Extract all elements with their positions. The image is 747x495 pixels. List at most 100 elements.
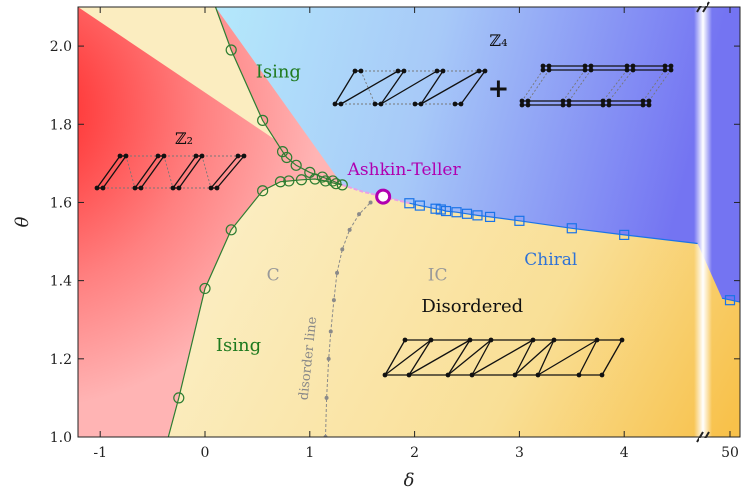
x-axis-label: δ	[404, 470, 415, 491]
chain-bond	[601, 339, 623, 376]
chain-bond	[537, 339, 598, 376]
chain-site	[606, 98, 612, 104]
chain-illustrations	[94, 63, 674, 378]
annotation-chiral-7: Chiral	[524, 250, 577, 270]
chain-site	[662, 63, 668, 69]
chain-site	[401, 68, 407, 74]
chain-bond	[134, 155, 159, 189]
ising-point-0	[173, 392, 185, 404]
disorder-line-point-7	[347, 227, 352, 232]
y-tick-label: 2.0	[50, 39, 72, 55]
chain-site	[94, 185, 100, 191]
ising-point-18	[225, 44, 237, 56]
x-tick-label: 3	[515, 445, 524, 461]
annotation-c-5: C	[267, 266, 280, 286]
disorder-line-point-5	[335, 270, 340, 275]
chain-site	[582, 67, 588, 73]
chiral-point-5	[451, 207, 462, 218]
chain-site	[546, 67, 552, 73]
chain-bond	[340, 70, 399, 105]
chiral-boundary-line	[409, 202, 698, 245]
chain-site	[132, 185, 138, 191]
chain-site	[566, 98, 572, 104]
chain-bond	[384, 339, 406, 376]
chain-site	[161, 153, 167, 159]
annotation-ashkin-teller-4: Ashkin-Teller	[347, 160, 462, 180]
chain-site	[606, 102, 612, 108]
chiral-point-3	[435, 204, 446, 215]
annotation---3: +	[488, 74, 510, 104]
chain-site	[662, 67, 668, 73]
chain-site	[566, 102, 572, 108]
chain-site	[540, 63, 546, 69]
chain-bond	[471, 339, 534, 376]
chain-bond	[447, 339, 471, 376]
disorder-line-point-1	[324, 395, 329, 400]
chain-site	[199, 153, 205, 159]
chain-bond	[210, 155, 239, 189]
chain-site	[452, 101, 458, 107]
y-tick-label: 1.8	[50, 117, 72, 133]
chiral-point-8	[484, 211, 496, 223]
x-tick-label: 4	[620, 445, 629, 461]
x-tick-label: 2	[410, 445, 419, 461]
ising-point-9	[330, 178, 342, 190]
chain-site	[193, 153, 199, 159]
chain-site	[406, 372, 412, 378]
chain-site	[469, 372, 475, 378]
chain-site	[600, 102, 606, 108]
disorder-line-point-9	[368, 200, 373, 205]
chain-bond	[96, 155, 121, 189]
chain-bond	[384, 339, 432, 376]
chain-site	[117, 153, 123, 159]
chain-site	[338, 101, 344, 107]
chain-bond	[460, 70, 486, 105]
chain-site	[588, 63, 594, 69]
ising-point-5	[283, 175, 295, 187]
x-tick-label: 1	[305, 445, 314, 461]
ising-point-17	[257, 114, 269, 126]
chain-site	[668, 63, 674, 69]
chiral-point-10	[566, 223, 577, 234]
y-tick-label: 1.4	[50, 274, 72, 290]
chiral-point-12	[724, 295, 736, 306]
plot-frame	[77, 6, 741, 438]
annotation-disordered-8: Disordered	[421, 296, 523, 317]
chain-site	[519, 98, 525, 104]
disorder-line-point-4	[331, 298, 336, 303]
chain-site	[600, 98, 606, 104]
chain-site	[382, 372, 388, 378]
chain-bond	[172, 155, 197, 189]
ising-point-10	[336, 179, 348, 191]
chain-site	[560, 102, 566, 108]
x-tick-label: 0	[201, 445, 210, 461]
chain-site	[599, 372, 605, 378]
data-points	[173, 44, 736, 437]
chain-site	[372, 101, 378, 107]
chain-bond	[514, 339, 534, 376]
chiral-point-4	[440, 205, 452, 217]
ising-point-1	[199, 282, 211, 295]
chain-site	[358, 68, 364, 74]
ising-point-11	[327, 175, 339, 187]
chain-site	[640, 102, 646, 108]
ising-point-12	[316, 171, 328, 183]
chain-site	[208, 185, 214, 191]
chain-site	[445, 372, 451, 378]
ising-point-3	[257, 185, 269, 197]
axis-break-band	[694, 7, 712, 437]
chain-bond	[380, 70, 438, 105]
chiral-point-7	[472, 210, 483, 221]
plot-area	[78, 7, 740, 437]
chain-bond	[471, 339, 492, 376]
annotation-ising-9: Ising	[216, 335, 261, 356]
annotation-ic-6: IC	[428, 266, 448, 286]
ising-point-2	[225, 224, 237, 236]
z2-region	[78, 7, 343, 437]
chain-site	[525, 102, 531, 108]
chain-bond	[140, 155, 165, 189]
ising-point-4	[274, 176, 287, 188]
chain-bond	[334, 70, 356, 105]
chain-bond	[608, 69, 634, 102]
